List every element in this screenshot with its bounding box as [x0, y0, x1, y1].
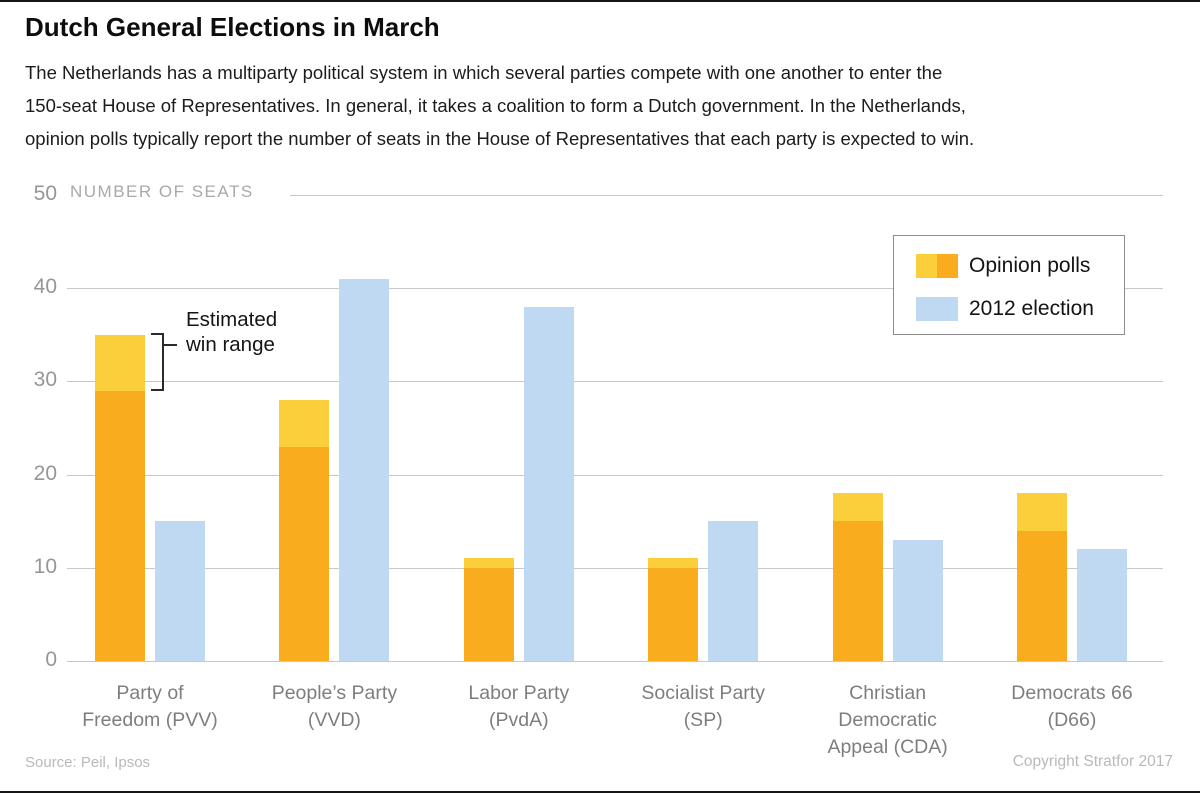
gridline [67, 661, 1163, 662]
estimated-win-range-segment [1017, 493, 1067, 531]
legend-item-2012-election: 2012 election [916, 297, 1094, 321]
legend-label-2012-election: 2012 election [969, 297, 1094, 320]
range-bracket [162, 333, 164, 391]
gridline [67, 567, 1163, 569]
chart-legend: Opinion polls 2012 election [893, 235, 1125, 335]
gridline [67, 474, 1163, 476]
election-2012-bar [1077, 549, 1127, 661]
election-2012-bar [892, 539, 943, 661]
legend-label-opinion-polls: Opinion polls [969, 254, 1091, 277]
y-axis-tick-label: 10 [33, 554, 57, 578]
estimated-win-range-segment [832, 493, 883, 522]
opinion-polls-bar [279, 400, 330, 661]
range-bracket [151, 389, 164, 391]
category-label: Christian Democratic Appeal (CDA) [827, 682, 948, 758]
legend-item-opinion-polls: Opinion polls [916, 254, 1090, 278]
y-axis-tick-label: 0 [45, 648, 57, 671]
category-label: Party of Freedom (PVV) [82, 682, 218, 731]
annotation-text: Estimated win range [186, 308, 278, 356]
election-2012-bar [523, 306, 574, 661]
y-axis-tick-label: 40 [33, 275, 57, 299]
y-axis-tick-label: 30 [33, 368, 57, 392]
opinion-polls-bar [1017, 493, 1067, 661]
y-axis-tick-label: 20 [33, 461, 57, 485]
intro-line: opinion polls typically report the numbe… [25, 128, 975, 149]
intro-line: The Netherlands has a multiparty politic… [25, 62, 943, 83]
y-axis-title: NUMBER OF SEATS [70, 182, 254, 201]
page-title: Dutch General Elections in March [25, 12, 440, 42]
election-2012-swatch [916, 297, 958, 321]
y-axis-tick-label: 50 [33, 182, 57, 205]
estimated-win-range-segment [648, 558, 699, 568]
opinion-polls-bar [95, 334, 145, 661]
gridline [67, 381, 1163, 383]
source-text: Source: Peil, Ipsos [25, 754, 151, 771]
election-2012-bar [155, 521, 205, 661]
opinion-polls-bar [463, 558, 514, 661]
gridline [290, 195, 1163, 196]
category-label: Democrats 66 (D66) [1011, 682, 1133, 731]
category-label: Labor Party (PvdA) [468, 682, 570, 731]
estimated-win-range-segment [463, 558, 514, 568]
range-bracket [151, 333, 164, 335]
election-2012-bar [339, 278, 390, 661]
copyright-text: Copyright Stratfor 2017 [1012, 753, 1173, 770]
category-label: People’s Party (VVD) [271, 682, 398, 731]
opinion-polls-bar [832, 493, 883, 661]
intro-line: 150-seat House of Representatives. In ge… [25, 95, 966, 116]
estimated-win-range-segment [95, 334, 145, 391]
election-2012-bar [708, 521, 759, 661]
intro-text: The Netherlands has a multiparty politic… [25, 56, 974, 155]
opinion-polls-swatch [916, 254, 958, 278]
category-label: Socialist Party (SP) [641, 682, 765, 731]
opinion-polls-bar [648, 558, 699, 661]
gridline [67, 288, 1163, 290]
estimated-win-range-segment [279, 400, 330, 447]
range-bracket [164, 344, 177, 346]
